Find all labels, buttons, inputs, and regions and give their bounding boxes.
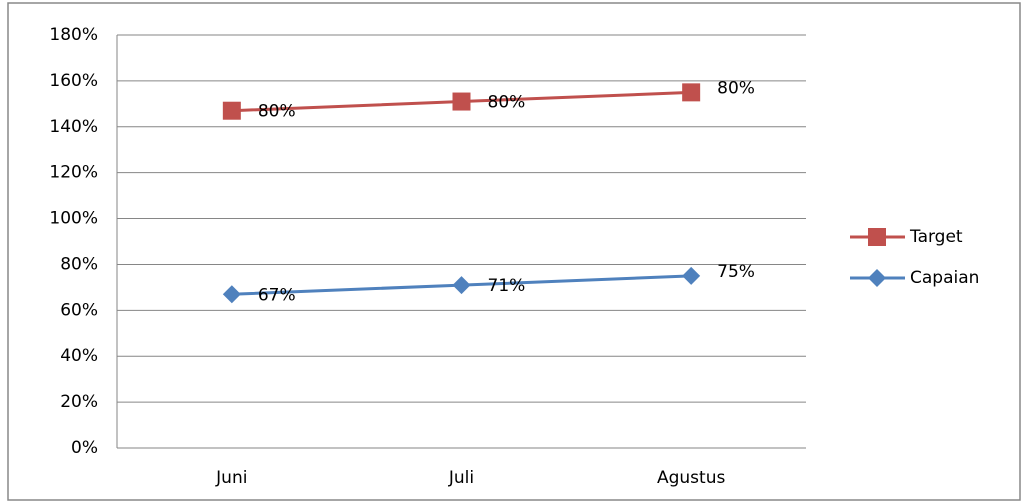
y-tick-label: 40%: [60, 346, 98, 366]
data-label: 80%: [488, 93, 526, 113]
data-label: 80%: [258, 102, 296, 122]
data-point: [452, 92, 471, 111]
legend-label: Capaian: [910, 268, 979, 288]
data-label: 80%: [717, 78, 755, 98]
y-tick-label: 0%: [71, 438, 98, 458]
chart-frame: [7, 2, 1021, 501]
x-tick-label: Juli: [448, 468, 474, 488]
y-tick-label: 160%: [49, 71, 98, 91]
data-label: 71%: [488, 276, 526, 296]
y-tick-label: 20%: [60, 392, 98, 412]
y-tick-label: 120%: [49, 163, 98, 183]
y-tick-label: 180%: [49, 25, 98, 45]
y-tick-label: 80%: [60, 254, 98, 274]
legend-marker: [868, 269, 886, 287]
x-tick-label: Juni: [215, 468, 247, 488]
data-label: 75%: [717, 262, 755, 282]
legend-label: Target: [909, 227, 963, 247]
data-label: 67%: [258, 285, 296, 305]
y-tick-label: 60%: [60, 300, 98, 320]
data-point: [682, 266, 701, 285]
x-tick-label: Agustus: [657, 468, 725, 488]
y-tick-label: 100%: [49, 209, 98, 229]
data-point: [222, 101, 241, 120]
data-point: [452, 276, 471, 295]
y-tick-label: 140%: [49, 117, 98, 137]
data-point: [222, 285, 241, 304]
data-point: [682, 83, 701, 102]
legend-marker: [868, 228, 886, 246]
